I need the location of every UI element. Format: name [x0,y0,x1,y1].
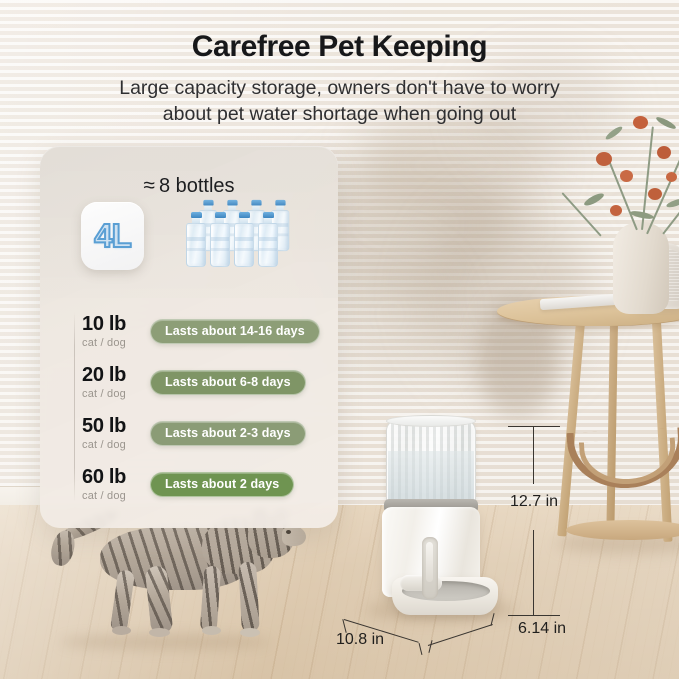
flower-vase [613,222,669,314]
water-bottles-graphic [184,198,302,276]
dimension-width-label: 10.8 in [336,631,385,648]
cat-paw [240,628,260,637]
bottles-equivalence: ≈8 bottles [40,174,338,198]
bottle-cap-icon [190,212,202,218]
pet-type-label: cat / dog [82,387,126,400]
dispenser-water-level [388,451,474,503]
water-bottle [258,212,278,267]
weight-cell: 50 lb cat / dog [82,414,144,451]
table-row: 10 lb cat / dog Lasts about 14-16 days [82,306,332,356]
page-subtitle: Large capacity storage, owners don't hav… [0,76,679,128]
wall-plant-shadow [330,250,450,380]
dimension-line [533,426,534,484]
dimension-tick [508,615,560,616]
page-title: Carefree Pet Keeping [191,30,488,63]
dimension-tick [508,426,560,427]
weight-value: 60 lb [82,465,127,488]
plant-berry-cluster [666,172,677,182]
table-row: 20 lb cat / dog Lasts about 6-8 days [82,357,332,407]
table-row: 60 lb cat / dog Lasts about 2 days [82,459,332,509]
weight-cell: 20 lb cat / dog [82,363,144,400]
plant-berry-cluster [596,152,612,166]
water-bottle [210,212,230,267]
consumption-table: 10 lb cat / dog Lasts about 14-16 days 2… [40,306,338,511]
dimension-depth-label: 6.14 in [518,620,567,637]
cat-paw [149,628,170,637]
capacity-info-card: ≈8 bottles 4L 10 lb cat / dog [40,146,338,528]
approx-symbol: ≈ [143,174,155,197]
cat-eye [286,530,291,534]
tabby-cat [47,505,306,648]
weight-value: 50 lb [82,414,127,437]
plant-berry-cluster [620,170,633,182]
water-bottle [186,212,206,267]
plant-berry-cluster [610,205,622,216]
bottle-cap-icon [250,199,262,206]
weight-value: 20 lb [82,363,127,386]
cat-muzzle [282,526,306,546]
duration-badge: Lasts about 2-3 days [150,420,306,446]
bottle-cap-icon [274,199,286,206]
cat-front-leg [199,565,222,633]
dispenser-tank-lid [386,415,476,427]
pet-type-label: cat / dog [82,438,126,451]
bottle-cap-icon [214,212,226,218]
wall-plant-shadow [470,60,620,170]
plant-berry-cluster [633,116,648,129]
pet-water-dispenser [378,415,498,615]
weight-value: 10 lb [82,312,127,335]
dispenser-water-gauge-slot [422,537,438,599]
capacity-badge: 4L [81,202,144,270]
pet-type-label: cat / dog [82,489,126,502]
bottles-count-label: 8 bottles [158,175,235,197]
cat-paw [202,626,221,635]
bottle-cap-icon [238,212,250,218]
dimension-line [533,530,534,616]
pet-type-label: cat / dog [82,336,126,349]
wall-plant-shadow [420,200,590,390]
cat-paw [112,626,131,635]
bottle-cap-icon [202,199,214,206]
weight-cell: 10 lb cat / dog [82,312,144,349]
table-base-ring [566,520,679,540]
cat-hind-leg [109,569,136,633]
subtitle-line-1: Large capacity storage, owners don't hav… [119,77,560,99]
cat-floor-shadow [60,634,270,650]
bottle-cap-icon [262,212,274,218]
dimension-height-label: 12.7 in [510,493,559,510]
plant-berry-cluster [657,146,671,159]
bottle-cap-icon [226,199,238,206]
table-divider [74,312,75,502]
duration-badge: Lasts about 6-8 days [150,369,306,395]
duration-badge: Lasts about 14-16 days [150,318,320,344]
capacity-badge-label: 4L [93,216,132,255]
water-bottle [234,212,254,267]
wall-plant-shadow [360,105,550,225]
cat-front-leg [238,561,260,633]
duration-badge: Lasts about 2 days [150,471,295,497]
plant-berry-cluster [648,188,662,200]
subtitle-line-2: about pet water shortage when going out [162,102,517,125]
table-row: 50 lb cat / dog Lasts about 2-3 days [82,408,332,458]
header-block: Carefree Pet Keeping Large capacity stor… [0,0,679,128]
weight-cell: 60 lb cat / dog [82,465,144,502]
